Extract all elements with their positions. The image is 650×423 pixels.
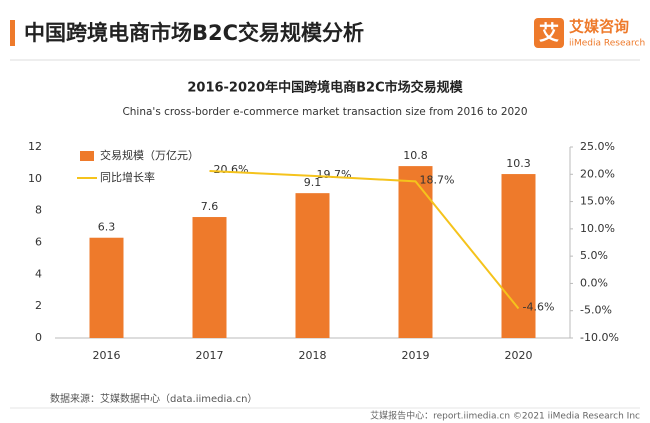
y-tick-label: 6	[35, 236, 42, 249]
bar-value-label: 10.3	[506, 157, 531, 170]
x-tick-label: 2020	[505, 349, 533, 362]
y2-tick-label: 15.0%	[580, 195, 615, 208]
bar-value-label: 6.3	[98, 221, 116, 234]
y2-tick-label: 20.0%	[580, 167, 615, 180]
legend-swatch	[80, 151, 94, 161]
line-value-label: -4.6%	[523, 301, 555, 314]
page-title: 中国跨境电商市场B2C交易规模分析	[24, 21, 364, 45]
logo-icon: 艾	[539, 21, 559, 45]
bar	[295, 193, 330, 338]
y2-tick-label: -5.0%	[580, 304, 612, 317]
source-note: 数据来源：艾媒数据中心（data.iimedia.cn）	[50, 392, 257, 405]
y2-tick-label: 10.0%	[580, 222, 615, 235]
line-value-label: 20.6%	[214, 163, 249, 176]
legend-label: 同比增长率	[100, 170, 155, 184]
y-tick-label: 8	[35, 204, 42, 217]
bar	[398, 166, 433, 338]
line-value-label: 19.7%	[317, 168, 352, 181]
y-tick-label: 10	[28, 172, 42, 185]
bar	[89, 237, 124, 338]
x-tick-label: 2017	[196, 349, 224, 362]
x-tick-label: 2019	[402, 349, 430, 362]
bar-value-label: 9.1	[304, 176, 322, 189]
logo-name: 艾媒咨询	[569, 18, 629, 36]
legend-label: 交易规模（万亿元）	[100, 148, 199, 162]
bar-value-label: 7.6	[201, 200, 219, 213]
logo-icon-bg	[534, 18, 564, 48]
y2-tick-label: 5.0%	[580, 249, 608, 262]
y2-tick-label: 25.0%	[580, 140, 615, 153]
bar-value-label: 10.8	[403, 149, 428, 162]
title-accent	[10, 20, 15, 46]
y2-tick-label: -10.0%	[580, 331, 619, 344]
chart-subtitle: China's cross-border e-commerce market t…	[122, 106, 527, 118]
line	[209, 170, 520, 310]
bar	[501, 174, 536, 338]
x-tick-label: 2016	[93, 349, 121, 362]
y-tick-label: 0	[35, 331, 42, 344]
y2-tick-label: 0.0%	[580, 276, 608, 289]
line-value-label: 18.7%	[420, 173, 455, 186]
y-tick-label: 12	[28, 140, 42, 153]
y-tick-label: 2	[35, 299, 42, 312]
credit-note: 艾媒报告中心：report.iimedia.cn ©2021 iiMedia R…	[370, 410, 640, 422]
y-tick-label: 4	[35, 267, 42, 280]
logo-sub: iiMedia Research	[569, 39, 645, 49]
x-tick-label: 2018	[299, 349, 327, 362]
chart-title: 2016-2020年中国跨境电商B2C市场交易规模	[187, 80, 463, 96]
bar	[192, 217, 227, 338]
